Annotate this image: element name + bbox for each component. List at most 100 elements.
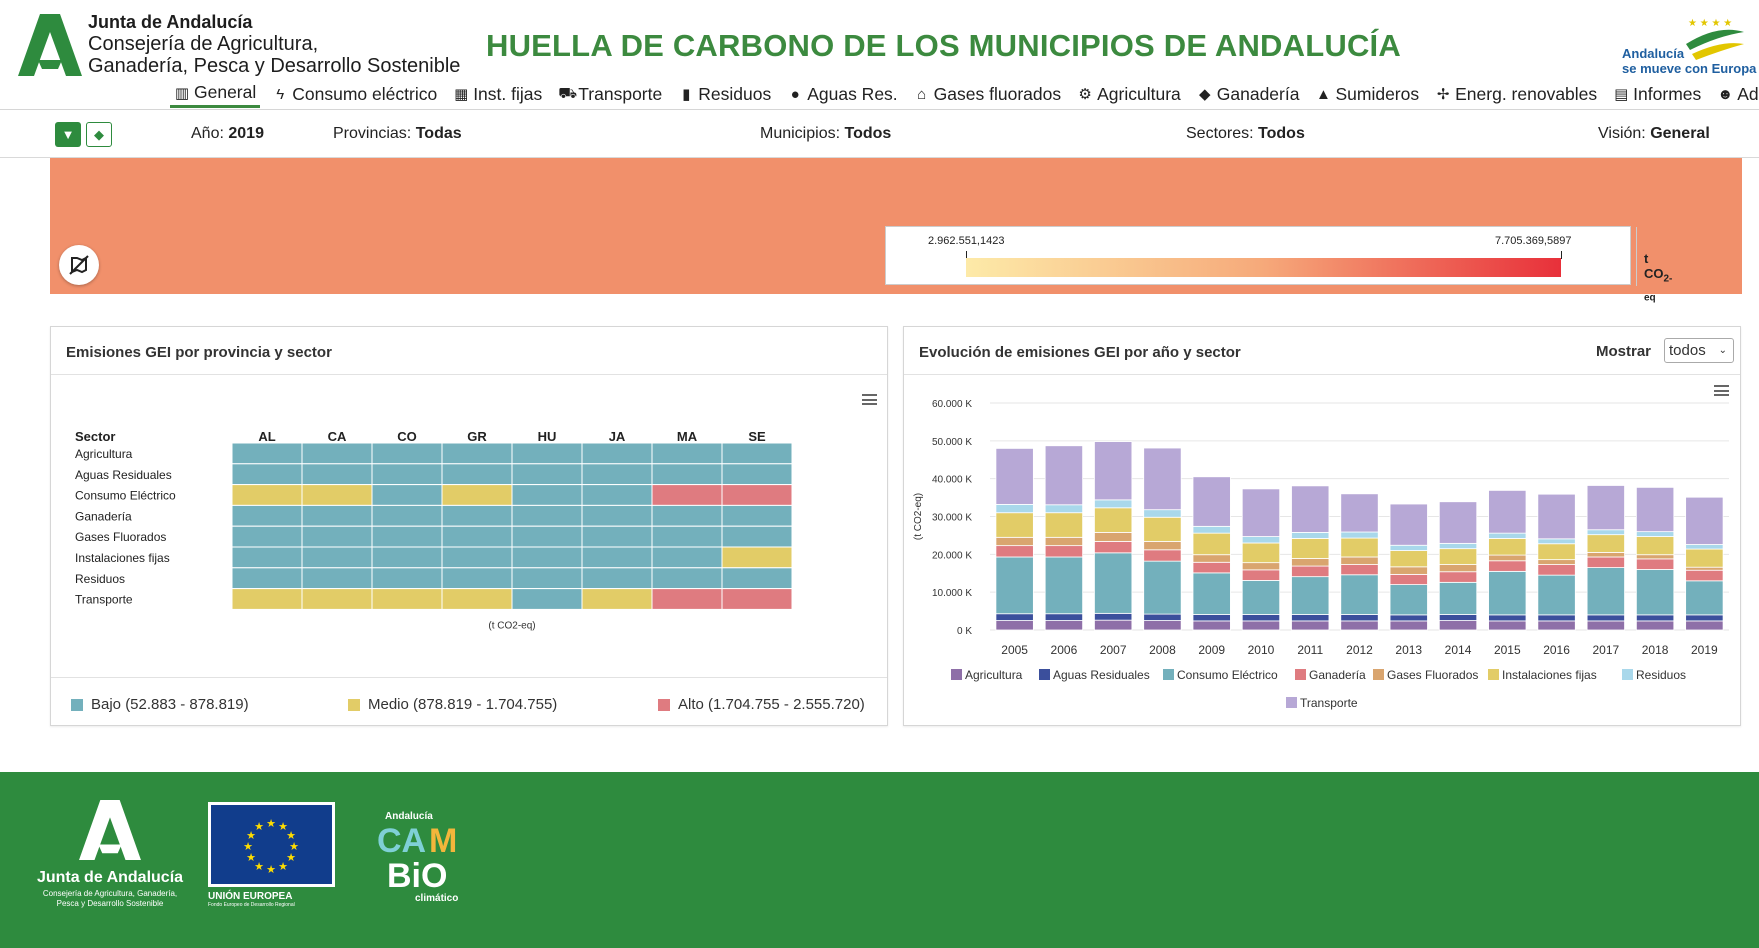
bar-segment-transporte-2018[interactable] bbox=[1635, 486, 1675, 533]
bar-segment-instalaciones-fijas-2007[interactable] bbox=[1094, 507, 1133, 533]
bar-segment-aguas-residuales-2013[interactable] bbox=[1389, 614, 1428, 622]
bar-segment-ganaderia-2010[interactable] bbox=[1241, 569, 1281, 581]
bar-segment-consumo-electrico-2013[interactable] bbox=[1389, 584, 1428, 616]
bar-segment-gases-fluorados-2011[interactable] bbox=[1291, 558, 1330, 567]
heatmap-cell-gases-fluorados-hu[interactable] bbox=[511, 525, 583, 548]
legend-item-instalaciones-fijas[interactable]: Instalaciones fijas bbox=[1502, 668, 1597, 682]
heatmap-cell-residuos-ca[interactable] bbox=[301, 567, 373, 590]
bar-segment-aguas-residuales-2005[interactable] bbox=[995, 613, 1034, 621]
bar-segment-ganaderia-2011[interactable] bbox=[1291, 565, 1330, 578]
bar-segment-gases-fluorados-2006[interactable] bbox=[1044, 536, 1084, 547]
bar-segment-residuos-2015[interactable] bbox=[1488, 532, 1527, 539]
bar-segment-consumo-electrico-2014[interactable] bbox=[1438, 581, 1478, 615]
heatmap-cell-gases-fluorados-al[interactable] bbox=[231, 525, 303, 548]
heatmap-cell-aguas-residuales-ca[interactable] bbox=[301, 463, 373, 486]
legend-item-consumo-electrico[interactable]: Consumo Eléctrico bbox=[1177, 668, 1278, 682]
heatmap-cell-residuos-hu[interactable] bbox=[511, 567, 583, 590]
bar-segment-gases-fluorados-2018[interactable] bbox=[1635, 554, 1675, 560]
heatmap-cell-residuos-co[interactable] bbox=[371, 567, 443, 590]
bar-segment-ganaderia-2009[interactable] bbox=[1192, 561, 1231, 574]
bar-segment-transporte-2014[interactable] bbox=[1438, 501, 1478, 544]
heatmap-cell-residuos-ja[interactable] bbox=[581, 567, 653, 590]
heatmap-cell-consumo-electrico-ja[interactable] bbox=[581, 484, 653, 506]
bar-segment-instalaciones-fijas-2008[interactable] bbox=[1143, 516, 1182, 542]
bar-segment-consumo-electrico-2007[interactable] bbox=[1094, 552, 1133, 614]
heatmap-cell-residuos-al[interactable] bbox=[231, 567, 303, 590]
bar-segment-aguas-residuales-2015[interactable] bbox=[1488, 614, 1527, 622]
heatmap-cell-agricultura-ja[interactable] bbox=[581, 442, 653, 465]
bar-segment-ganaderia-2018[interactable] bbox=[1635, 558, 1675, 570]
bar-segment-ganaderia-2013[interactable] bbox=[1389, 573, 1428, 585]
junta-logo[interactable] bbox=[18, 14, 82, 76]
heatmap-cell-transporte-ma[interactable] bbox=[651, 588, 723, 610]
filter-sectors[interactable]: Sectores: Todos bbox=[1186, 125, 1305, 143]
bar-segment-residuos-2006[interactable] bbox=[1044, 504, 1084, 514]
heatmap-cell-instalaciones-fijas-ma[interactable] bbox=[651, 546, 723, 569]
bar-segment-residuos-2008[interactable] bbox=[1143, 509, 1182, 518]
nav-ganaderia[interactable]: ◆ Ganadería bbox=[1193, 80, 1304, 108]
heatmap-cell-consumo-electrico-al[interactable] bbox=[231, 484, 303, 506]
bar-segment-transporte-2016[interactable] bbox=[1537, 493, 1576, 540]
heatmap-cell-consumo-electrico-ca[interactable] bbox=[301, 484, 373, 506]
heatmap-cell-instalaciones-fijas-co[interactable] bbox=[371, 546, 443, 569]
bar-segment-transporte-2019[interactable] bbox=[1685, 496, 1724, 545]
bar-segment-consumo-electrico-2008[interactable] bbox=[1143, 560, 1182, 615]
filter-vision[interactable]: Visión: General bbox=[1598, 125, 1710, 143]
bar-segment-aguas-residuales-2008[interactable] bbox=[1143, 613, 1182, 621]
filter-button[interactable]: ▼ bbox=[55, 122, 81, 147]
filter-municipalities[interactable]: Municipios: Todos bbox=[760, 125, 891, 143]
heatmap-cell-transporte-ja[interactable] bbox=[581, 588, 653, 610]
heatmap-cell-instalaciones-fijas-ja[interactable] bbox=[581, 546, 653, 569]
bar-segment-consumo-electrico-2017[interactable] bbox=[1586, 567, 1625, 616]
heatmap-cell-ganaderia-al[interactable] bbox=[231, 504, 303, 527]
nav-energ-renovables[interactable]: ✢ Energ. renovables bbox=[1431, 80, 1601, 108]
bar-segment-ganaderia-2007[interactable] bbox=[1094, 541, 1133, 554]
heatmap-cell-aguas-residuales-ja[interactable] bbox=[581, 463, 653, 486]
heatmap-cell-gases-fluorados-ja[interactable] bbox=[581, 525, 653, 548]
heatmap-cell-agricultura-gr[interactable] bbox=[441, 442, 513, 465]
heatmap-cell-aguas-residuales-ma[interactable] bbox=[651, 463, 723, 486]
bar-segment-agricultura-2005[interactable] bbox=[995, 620, 1034, 631]
heatmap-cell-transporte-co[interactable] bbox=[371, 588, 443, 610]
bar-segment-aguas-residuales-2012[interactable] bbox=[1340, 614, 1379, 622]
heatmap-cell-ganaderia-ma[interactable] bbox=[651, 504, 723, 527]
bar-segment-agricultura-2017[interactable] bbox=[1586, 620, 1625, 631]
bar-segment-residuos-2017[interactable] bbox=[1586, 529, 1625, 536]
bar-segment-gases-fluorados-2015[interactable] bbox=[1488, 554, 1527, 562]
bar-segment-residuos-2012[interactable] bbox=[1340, 531, 1379, 539]
bar-segment-residuos-2014[interactable] bbox=[1438, 542, 1478, 550]
bar-segment-instalaciones-fijas-2009[interactable] bbox=[1192, 532, 1231, 556]
nav-general[interactable]: ▥ General bbox=[170, 80, 261, 108]
bar-segment-consumo-electrico-2006[interactable] bbox=[1044, 556, 1084, 615]
bar-segment-consumo-electrico-2012[interactable] bbox=[1340, 574, 1379, 615]
clear-filters-button[interactable]: ◆ bbox=[86, 122, 112, 147]
bar-segment-aguas-residuales-2009[interactable] bbox=[1192, 614, 1231, 622]
show-select[interactable]: todos ⌄ bbox=[1664, 338, 1734, 363]
heatmap-cell-ganaderia-se[interactable] bbox=[721, 504, 793, 527]
heatmap-cell-instalaciones-fijas-ca[interactable] bbox=[301, 546, 373, 569]
bar-segment-instalaciones-fijas-2015[interactable] bbox=[1488, 538, 1527, 556]
heatmap-cell-aguas-residuales-se[interactable] bbox=[721, 463, 793, 486]
heatmap-cell-gases-fluorados-co[interactable] bbox=[371, 525, 443, 548]
bar-segment-consumo-electrico-2015[interactable] bbox=[1488, 570, 1527, 616]
heatmap-cell-residuos-ma[interactable] bbox=[651, 567, 723, 590]
legend-item-aguas-residuales[interactable]: Aguas Residuales bbox=[1053, 668, 1150, 682]
legend-item-ganaderia[interactable]: Ganadería bbox=[1309, 668, 1366, 682]
heatmap-cell-agricultura-se[interactable] bbox=[721, 442, 793, 465]
heatmap-cell-gases-fluorados-se[interactable] bbox=[721, 525, 793, 548]
bar-segment-residuos-2009[interactable] bbox=[1192, 525, 1231, 534]
bar-segment-transporte-2009[interactable] bbox=[1192, 476, 1231, 527]
filter-provinces[interactable]: Provincias: Todas bbox=[333, 125, 462, 143]
bar-segment-agricultura-2013[interactable] bbox=[1389, 620, 1428, 631]
heatmap-cell-transporte-se[interactable] bbox=[721, 588, 793, 610]
bar-segment-consumo-electrico-2016[interactable] bbox=[1537, 574, 1576, 616]
bar-segment-instalaciones-fijas-2010[interactable] bbox=[1241, 542, 1281, 564]
heatmap-cell-consumo-electrico-ma[interactable] bbox=[651, 484, 723, 506]
heatmap-cell-gases-fluorados-ma[interactable] bbox=[651, 525, 723, 548]
legend-item-medio[interactable]: Medio (878.819 - 1.704.755) bbox=[348, 696, 557, 713]
bar-segment-aguas-residuales-2007[interactable] bbox=[1094, 612, 1133, 621]
legend-item-alto[interactable]: Alto (1.704.755 - 2.555.720) bbox=[658, 696, 865, 713]
bar-segment-gases-fluorados-2016[interactable] bbox=[1537, 559, 1576, 565]
nav-consumo-electrico[interactable]: ϟ Consumo eléctrico bbox=[268, 80, 441, 108]
nav-admin[interactable]: ☻Admin bbox=[1713, 80, 1759, 108]
